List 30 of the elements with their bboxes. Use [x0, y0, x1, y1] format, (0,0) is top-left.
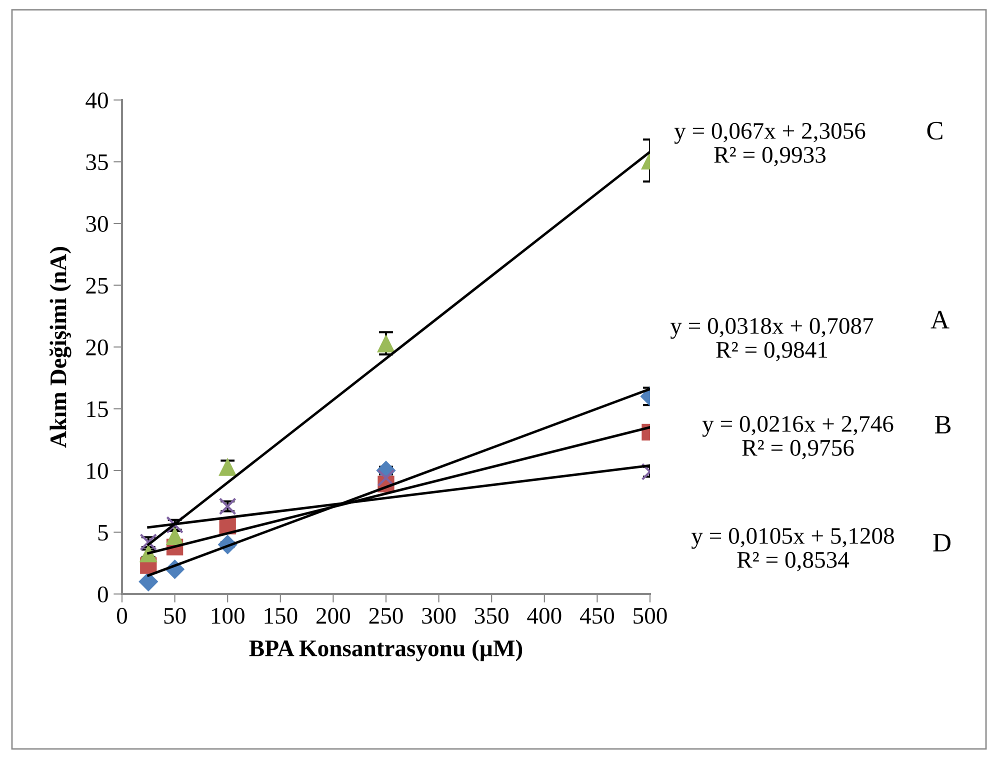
y-tick-label: 35 — [86, 154, 108, 170]
text: D — [933, 534, 950, 552]
text: C — [927, 122, 942, 140]
x-tick-label: 150 — [264, 608, 298, 624]
y-tick-label: 30 — [86, 216, 108, 232]
text: y = 0,0216x + 2,746 R² = 0,9756 — [702, 416, 894, 460]
x-tick-label: 50 — [164, 608, 186, 624]
x-tick-label: 100 — [212, 608, 244, 624]
y-tick-label: 15 — [87, 401, 108, 418]
text: A — [930, 310, 950, 328]
y-tick-label: 10 — [87, 462, 108, 479]
x-tick-label: 0 — [116, 608, 128, 624]
x-axis-title: BPA Konsantrasyonu (µM) — [249, 640, 522, 662]
x-tick-label: 250 — [369, 608, 403, 624]
text: y = 0,0318x + 0,7087 R² = 0,9841 — [670, 318, 874, 362]
x-tick-label: 500 — [634, 608, 667, 624]
text: B — [934, 416, 951, 434]
y-tick-label: 40 — [86, 92, 108, 108]
x-tick-label: 200 — [316, 608, 350, 624]
x-tick-label: 400 — [527, 608, 562, 624]
x-tick-label: 350 — [475, 608, 508, 624]
x-tick-label: 300 — [422, 608, 456, 624]
x-tick-label: 450 — [580, 608, 614, 624]
y-axis-title: Akım Değişimi (nA) — [49, 247, 72, 448]
y-tick-label: 0 — [98, 586, 108, 602]
text: y = 0,067x + 2,3056 R² = 0,9933 — [674, 122, 866, 166]
y-tick-label: 20 — [86, 339, 108, 356]
y-tick-label: 5 — [98, 524, 108, 541]
y-tick-label: 25 — [86, 278, 108, 294]
text: y = 0,0105x + 5,1208 R² = 0,8534 — [691, 528, 894, 572]
